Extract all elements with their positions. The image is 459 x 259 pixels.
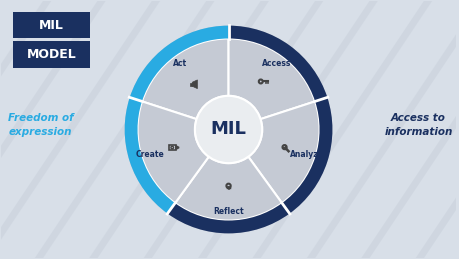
Text: Create: Create [136,150,164,159]
Text: MODEL: MODEL [27,48,76,61]
Text: Access to
information: Access to information [383,113,452,136]
Wedge shape [228,39,314,119]
Wedge shape [175,157,281,220]
Wedge shape [124,97,175,213]
Wedge shape [124,26,332,233]
Text: Access: Access [262,59,291,68]
Wedge shape [248,101,319,203]
Text: Act: Act [173,59,187,68]
Text: Reflect: Reflect [213,207,243,216]
Polygon shape [190,83,192,86]
Text: Freedom of
expression: Freedom of expression [8,113,73,136]
Wedge shape [142,39,228,119]
Text: Analyze: Analyze [289,150,323,159]
Wedge shape [137,101,208,203]
FancyBboxPatch shape [13,12,90,39]
Wedge shape [129,26,228,101]
Wedge shape [167,203,289,233]
FancyBboxPatch shape [13,41,90,68]
Circle shape [195,96,262,163]
Wedge shape [281,97,332,213]
Wedge shape [228,26,327,101]
Text: MIL: MIL [39,19,64,32]
Polygon shape [192,80,197,89]
Text: MIL: MIL [210,120,246,139]
